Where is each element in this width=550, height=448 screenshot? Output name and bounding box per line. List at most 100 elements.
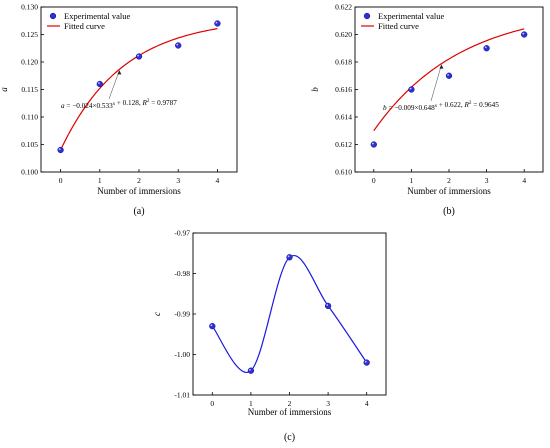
- equation-tail: + 0.128,: [115, 99, 142, 107]
- x-tick-label: 0: [210, 399, 214, 408]
- y-axis-label: a: [0, 87, 9, 92]
- y-tick-label: 0.616: [335, 85, 352, 94]
- y-tick-label: -0.98: [174, 269, 190, 278]
- fitted-curve: [60, 28, 218, 151]
- equation-prefix: b: [383, 104, 387, 112]
- data-point-highlight: [287, 255, 290, 258]
- data-point: [175, 42, 182, 49]
- data-point: [363, 359, 370, 366]
- equation-sup: x: [112, 101, 116, 107]
- equation-r2sup: 2: [147, 98, 150, 104]
- data-point: [96, 80, 103, 88]
- annotation-leader: [430, 64, 442, 102]
- data-point-highlight: [98, 82, 100, 84]
- data-point: [521, 31, 528, 38]
- data-point-highlight: [522, 32, 525, 35]
- data-point-highlight: [58, 148, 61, 151]
- data-point: [408, 86, 415, 93]
- data-point: [324, 302, 332, 310]
- equation-mid: = −0.024×0.533: [65, 102, 114, 110]
- x-tick-label: 1: [98, 176, 102, 185]
- y-tick-label: 0.620: [335, 30, 352, 39]
- annotation-leader: [108, 70, 120, 100]
- fit-equation: b = −0.009×0.648x + 0.622, R2 = 0.9645: [383, 100, 499, 112]
- plot-frame: [40, 6, 238, 173]
- data-point-highlight: [176, 43, 179, 46]
- data-point-highlight: [447, 73, 449, 76]
- data-point-highlight: [215, 21, 218, 24]
- equation-r2sup: 2: [469, 100, 472, 106]
- data-point: [214, 20, 221, 27]
- y-tick-label: 0.622: [335, 3, 352, 12]
- x-axis-label: Number of immersions: [248, 407, 332, 417]
- equation-r2value: = 0.9787: [149, 99, 177, 107]
- equation-mid: = −0.009×0.648: [387, 104, 436, 112]
- y-tick-label: 0.130: [21, 3, 38, 12]
- y-tick-label: 0.110: [21, 113, 38, 122]
- data-point-highlight: [210, 324, 213, 327]
- data-point-highlight: [409, 87, 412, 90]
- equation-prefix: a: [61, 102, 65, 110]
- y-tick-label: 0.105: [21, 140, 38, 149]
- panel-caption: (c): [284, 432, 295, 443]
- x-tick-label: 1: [249, 399, 253, 408]
- data-point: [286, 254, 293, 261]
- data-point-highlight: [249, 368, 251, 371]
- y-tick-label: -0.99: [174, 310, 190, 319]
- data-point: [57, 146, 64, 154]
- y-axis-label: c: [152, 312, 162, 316]
- data-point: [370, 141, 377, 148]
- equation-sup: x: [434, 103, 438, 109]
- y-tick-label: 0.125: [21, 30, 38, 39]
- annotation-arrow: [117, 70, 122, 75]
- y-tick-label: 0.115: [21, 85, 38, 94]
- equation-r2label: R: [141, 99, 147, 107]
- legend-marker-points: [363, 12, 371, 20]
- legend-label-points: Experimental value: [64, 11, 131, 21]
- x-tick-label: 0: [59, 176, 63, 185]
- panel-c: 0 1 2 3 4 -1.01 -1.00 -0.99 -0.98 -0.97 Number of …: [152, 229, 387, 443]
- equation-tail: + 0.622,: [437, 101, 464, 109]
- data-point: [135, 53, 143, 60]
- equation-r2value: = 0.9645: [471, 101, 499, 109]
- y-tick-label: -1.01: [174, 391, 190, 400]
- data-point-highlight: [137, 54, 140, 57]
- x-tick-label: 3: [485, 176, 489, 185]
- x-tick-label: 2: [288, 399, 292, 408]
- data-point: [483, 45, 490, 52]
- legend-marker-points: [49, 12, 57, 20]
- data-point: [209, 323, 216, 330]
- data-point-highlight: [326, 304, 329, 306]
- smooth-curve: [211, 254, 368, 374]
- y-tick-label: 0.120: [21, 58, 38, 67]
- x-tick-label: 0: [372, 176, 376, 185]
- data-point-highlight: [372, 142, 374, 145]
- x-tick-label: 3: [176, 176, 180, 185]
- x-tick-label: 2: [137, 176, 141, 185]
- y-tick-label: 0.612: [335, 140, 352, 149]
- data-point: [247, 367, 255, 374]
- x-tick-label: 3: [326, 399, 330, 408]
- annotation-arrow: [439, 64, 444, 69]
- x-axis-label: Number of immersions: [97, 186, 181, 196]
- x-tick-label: 2: [447, 176, 451, 185]
- legend-label-points: Experimental value: [378, 11, 445, 21]
- data-point: [445, 72, 453, 79]
- data-point-highlight: [364, 360, 367, 363]
- panel-a: 0 1 2 3 4 0.100 0.105 0.110 0.115 0.120 0.125 0.130…: [0, 3, 238, 217]
- x-tick-label: 4: [216, 176, 220, 185]
- data-point-highlight: [484, 46, 487, 49]
- fit-equation: a = −0.024×0.533x + 0.128, R2 = 0.9787: [61, 98, 177, 110]
- panel-caption: (b): [443, 206, 455, 217]
- y-tick-label: 0.610: [335, 168, 352, 177]
- panel-b: 0 1 2 3 4 0.610 0.612 0.614 0.616 0.618 0.620 0.622…: [310, 3, 544, 217]
- fitted-curve: [373, 28, 525, 132]
- y-tick-label: 0.618: [335, 58, 352, 67]
- legend-label-fit: Fitted curve: [378, 21, 419, 31]
- y-tick-label: 0.100: [21, 168, 38, 177]
- x-tick-label: 1: [410, 176, 414, 185]
- equation-r2label: R: [463, 101, 469, 109]
- x-tick-label: 4: [365, 399, 369, 408]
- y-axis-label: b: [310, 87, 320, 92]
